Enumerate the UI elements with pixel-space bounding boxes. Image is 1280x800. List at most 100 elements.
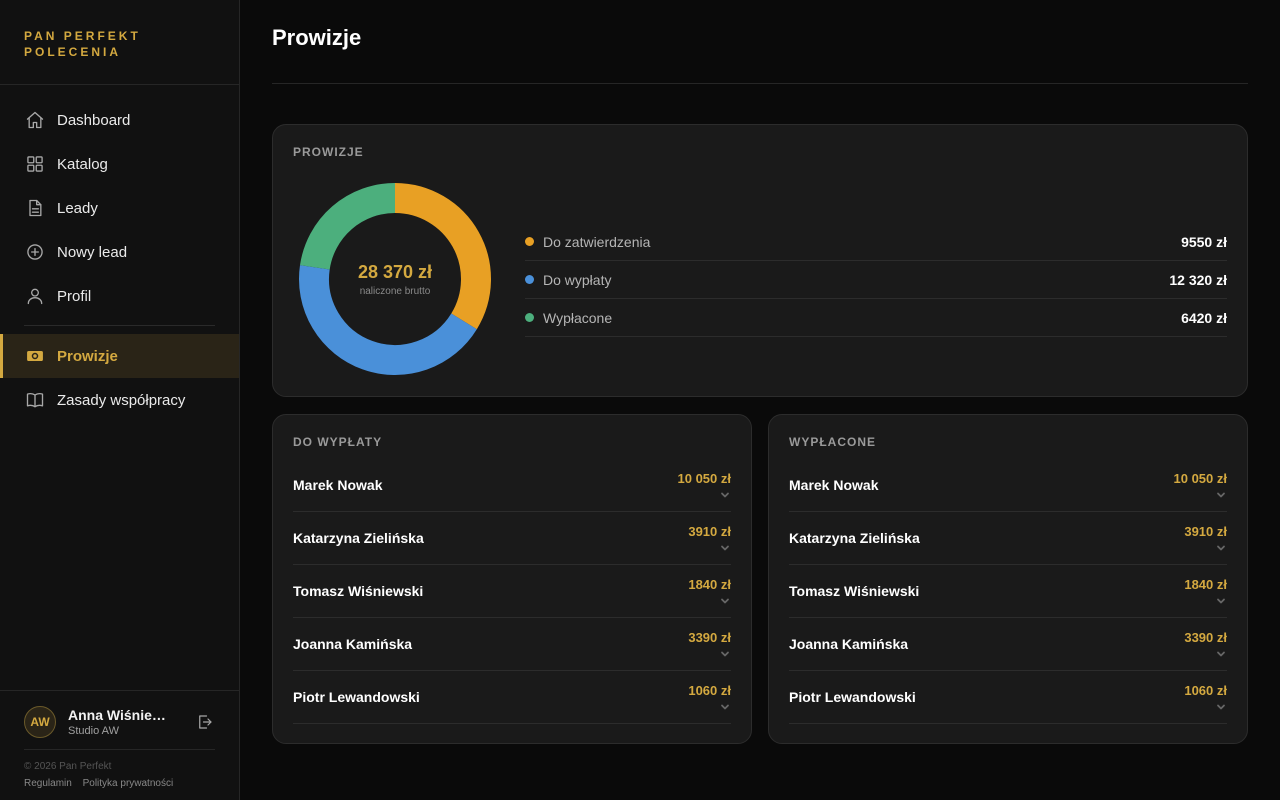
page-title: Prowizje xyxy=(272,24,362,50)
plus-circle-icon xyxy=(24,241,46,263)
main-content: Prowizje PROWIZJE 28 370 zł naliczone br… xyxy=(240,0,1280,800)
terms-link[interactable]: Regulamin xyxy=(24,778,72,789)
person-name: Katarzyna Zielińska xyxy=(293,530,424,546)
list-item-right: 3910 zł xyxy=(688,524,731,553)
list-item[interactable]: Tomasz Wiśniewski 1840 zł xyxy=(293,565,731,618)
amount: 1840 zł xyxy=(1184,576,1227,592)
document-icon xyxy=(24,197,46,219)
list-item-right: 1060 zł xyxy=(1184,683,1227,712)
nav-item-label: Prowizje xyxy=(57,347,118,365)
amount: 3910 zł xyxy=(1184,523,1227,539)
legend: Do zatwierdzenia 9550 zł Do wypłaty 12 3… xyxy=(525,223,1227,337)
nav-item-leady[interactable]: Leady xyxy=(0,186,239,230)
list-item[interactable]: Katarzyna Zielińska 3910 zł xyxy=(293,512,731,565)
nav-item-label: Nowy lead xyxy=(57,243,128,261)
nav-item-label: Katalog xyxy=(57,155,108,173)
chevron-down-icon xyxy=(719,700,731,712)
card-label: WYPŁACONE xyxy=(789,435,876,449)
donut-chart: 28 370 zł naliczone brutto xyxy=(297,181,493,377)
brand-line-1: PAN PERFEKT xyxy=(24,29,141,43)
card-label: DO WYPŁATY xyxy=(293,435,383,449)
logout-icon xyxy=(199,715,212,729)
legend-row: Do wypłaty 12 320 zł xyxy=(525,261,1227,299)
main-nav: Dashboard Katalog Leady Nowy lead xyxy=(0,85,239,422)
commission-summary-card: PROWIZJE 28 370 zł naliczone brutto Do z… xyxy=(272,124,1248,397)
person-name: Joanna Kamińska xyxy=(789,636,909,652)
list-item-right: 1060 zł xyxy=(688,683,731,712)
legend-dot xyxy=(525,237,534,246)
list-item-right: 3390 zł xyxy=(688,630,731,659)
home-icon xyxy=(24,109,46,131)
list-item-right: 1840 zł xyxy=(688,577,731,606)
legend-row: Wypłacone 6420 zł xyxy=(525,299,1227,337)
person-name: Piotr Lewandowski xyxy=(293,689,420,705)
book-icon xyxy=(24,389,46,411)
user-info: Anna Wiśniewska Studio AW xyxy=(68,707,195,737)
nav-item-katalog[interactable]: Katalog xyxy=(0,142,239,186)
person-name: Piotr Lewandowski xyxy=(789,689,916,705)
nav-item-prowizje[interactable]: Prowizje xyxy=(0,334,239,378)
legend-value: 9550 zł xyxy=(1181,233,1227,250)
chevron-down-icon xyxy=(1215,594,1227,606)
user-profile: AW Anna Wiśniewska Studio AW xyxy=(24,706,215,738)
nav-item-nowy-lead[interactable]: Nowy lead xyxy=(0,230,239,274)
privacy-link[interactable]: Polityka prywatności xyxy=(82,778,174,789)
nav-item-dashboard[interactable]: Dashboard xyxy=(0,98,239,142)
brand-logo[interactable]: PAN PERFEKT POLECENIA xyxy=(0,0,239,85)
list-item[interactable]: Piotr Lewandowski 1060 zł xyxy=(789,671,1227,724)
list-item-right: 3390 zł xyxy=(1184,630,1227,659)
list-item-right: 10 050 zł xyxy=(678,471,731,500)
donut-total: 28 370 zł xyxy=(357,261,433,282)
nav-item-profil[interactable]: Profil xyxy=(0,274,239,318)
list-item[interactable]: Joanna Kamińska 3390 zł xyxy=(293,618,731,671)
list-item[interactable]: Marek Nowak 10 050 zł xyxy=(789,459,1227,512)
amount: 1840 zł xyxy=(688,576,731,592)
legend-label: Do wypłaty xyxy=(543,271,612,288)
list-item[interactable]: Joanna Kamińska 3390 zł xyxy=(789,618,1227,671)
person-name: Marek Nowak xyxy=(789,477,879,493)
amount: 3390 zł xyxy=(1184,629,1227,645)
legend-row: Do zatwierdzenia 9550 zł xyxy=(525,223,1227,261)
amount: 3910 zł xyxy=(688,523,731,539)
donut-caption: naliczone brutto xyxy=(359,285,431,297)
donut-svg xyxy=(299,183,491,375)
to-pay-card: DO WYPŁATY Marek Nowak 10 050 zł Katarzy… xyxy=(272,414,752,744)
nav-item-label: Zasady współpracy xyxy=(57,391,186,409)
chevron-down-icon xyxy=(1215,700,1227,712)
amount: 10 050 zł xyxy=(1173,470,1228,486)
person-name: Joanna Kamińska xyxy=(293,636,413,652)
legend-dot xyxy=(525,275,534,284)
money-icon xyxy=(24,345,46,367)
paid-list: Marek Nowak 10 050 zł Katarzyna Zielińsk… xyxy=(789,459,1227,724)
legal-links: Regulamin Polityka prywatności xyxy=(24,778,215,789)
amount: 1060 zł xyxy=(1184,682,1227,698)
list-item[interactable]: Katarzyna Zielińska 3910 zł xyxy=(789,512,1227,565)
person-name: Katarzyna Zielińska xyxy=(789,530,920,546)
card-label: PROWIZJE xyxy=(293,145,364,159)
list-item-right: 10 050 zł xyxy=(1173,470,1228,500)
grid-icon xyxy=(24,153,46,175)
paid-card: WYPŁACONE Marek Nowak 10 050 zł Katarzyn… xyxy=(768,414,1248,744)
amount: 3390 zł xyxy=(688,629,731,645)
chevron-down-icon xyxy=(719,541,731,553)
chevron-down-icon xyxy=(1215,488,1227,500)
chevron-down-icon xyxy=(719,594,731,606)
list-item[interactable]: Piotr Lewandowski 1060 zł xyxy=(293,671,731,724)
person-name: Tomasz Wiśniewski xyxy=(293,583,424,599)
footer-divider xyxy=(24,749,215,750)
list-item[interactable]: Marek Nowak 10 050 zł xyxy=(293,459,731,512)
amount: 1060 zł xyxy=(688,682,731,698)
donut-center: 28 370 zł naliczone brutto xyxy=(297,181,493,377)
commission-lists: DO WYPŁATY Marek Nowak 10 050 zł Katarzy… xyxy=(272,414,1248,744)
avatar[interactable]: AW xyxy=(24,706,56,738)
legend-label: Wypłacone xyxy=(543,309,613,326)
legend-value: 6420 zł xyxy=(1181,309,1227,326)
chevron-down-icon xyxy=(1215,541,1227,553)
list-item[interactable]: Tomasz Wiśniewski 1840 zł xyxy=(789,565,1227,618)
user-icon xyxy=(24,285,46,307)
legend-value: 12 320 zł xyxy=(1169,271,1227,288)
nav-item-zasady[interactable]: Zasady współpracy xyxy=(0,378,239,422)
user-company: Studio AW xyxy=(68,725,119,737)
logout-button[interactable] xyxy=(195,712,215,732)
copyright: © 2026 Pan Perfekt xyxy=(24,761,112,772)
